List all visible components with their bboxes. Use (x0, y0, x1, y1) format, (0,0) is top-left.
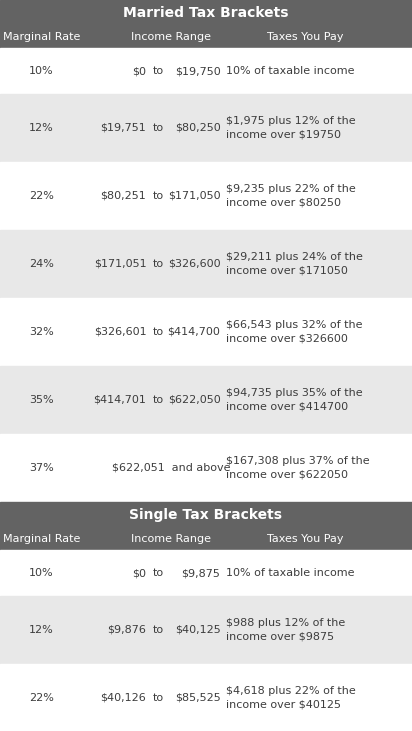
Text: $85,525: $85,525 (175, 693, 220, 703)
Text: to: to (153, 693, 164, 703)
Text: Marginal Rate: Marginal Rate (2, 32, 80, 42)
Bar (0, 366, 412, 434)
Text: Single Tax Brackets: Single Tax Brackets (129, 508, 283, 522)
Bar (0, 48, 412, 94)
Text: $171,050: $171,050 (168, 191, 220, 201)
Bar (0, 528, 412, 550)
Text: to: to (153, 123, 164, 133)
Text: $171,051: $171,051 (94, 259, 146, 269)
Text: Marginal Rate: Marginal Rate (2, 534, 80, 544)
Text: $19,750: $19,750 (175, 66, 220, 76)
Text: $988 plus 12% of the
income over $9875: $988 plus 12% of the income over $9875 (226, 618, 345, 642)
Text: 10% of taxable income: 10% of taxable income (226, 568, 354, 578)
Text: 22%: 22% (29, 191, 54, 201)
Text: $40,126: $40,126 (101, 693, 146, 703)
Bar (0, 230, 412, 298)
Text: 32%: 32% (29, 327, 54, 337)
Text: $326,601: $326,601 (94, 327, 146, 337)
Bar (0, 298, 412, 366)
Bar (0, 550, 412, 596)
Text: $94,735 plus 35% of the
income over $414700: $94,735 plus 35% of the income over $414… (226, 388, 363, 412)
Text: $622,051  and above: $622,051 and above (112, 463, 230, 473)
Text: $414,700: $414,700 (168, 327, 220, 337)
Text: Income Range: Income Range (131, 534, 211, 544)
Bar (0, 0, 412, 26)
Text: 10%: 10% (29, 568, 54, 578)
Text: $1,975 plus 12% of the
income over $19750: $1,975 plus 12% of the income over $1975… (226, 116, 356, 140)
Text: 37%: 37% (29, 463, 54, 473)
Text: 24%: 24% (29, 259, 54, 269)
Text: to: to (153, 259, 164, 269)
Text: $19,751: $19,751 (101, 123, 146, 133)
Text: $167,308 plus 37% of the
income over $622050: $167,308 plus 37% of the income over $62… (226, 456, 370, 480)
Bar (0, 26, 412, 48)
Text: $9,876: $9,876 (108, 625, 146, 635)
Bar (0, 664, 412, 731)
Text: Taxes You Pay: Taxes You Pay (267, 534, 343, 544)
Text: $80,250: $80,250 (175, 123, 220, 133)
Text: $414,701: $414,701 (94, 395, 146, 405)
Text: $9,235 plus 22% of the
income over $80250: $9,235 plus 22% of the income over $8025… (226, 184, 356, 208)
Text: $40,125: $40,125 (175, 625, 220, 635)
Text: 12%: 12% (29, 625, 54, 635)
Text: $66,543 plus 32% of the
income over $326600: $66,543 plus 32% of the income over $326… (226, 320, 362, 344)
Bar (0, 162, 412, 230)
Text: to: to (153, 568, 164, 578)
Bar (0, 94, 412, 162)
Text: $9,875: $9,875 (182, 568, 220, 578)
Text: $622,050: $622,050 (168, 395, 220, 405)
Text: $80,251: $80,251 (101, 191, 146, 201)
Text: Taxes You Pay: Taxes You Pay (267, 32, 343, 42)
Text: 12%: 12% (29, 123, 54, 133)
Text: to: to (153, 191, 164, 201)
Text: $326,600: $326,600 (168, 259, 220, 269)
Text: $29,211 plus 24% of the
income over $171050: $29,211 plus 24% of the income over $171… (226, 252, 363, 276)
Text: $0: $0 (132, 568, 146, 578)
Bar (0, 502, 412, 528)
Bar (0, 596, 412, 664)
Text: 10% of taxable income: 10% of taxable income (226, 66, 354, 76)
Text: to: to (153, 66, 164, 76)
Bar (0, 434, 412, 502)
Text: to: to (153, 327, 164, 337)
Text: Married Tax Brackets: Married Tax Brackets (123, 6, 289, 20)
Text: to: to (153, 625, 164, 635)
Text: Income Range: Income Range (131, 32, 211, 42)
Text: to: to (153, 395, 164, 405)
Text: 35%: 35% (29, 395, 54, 405)
Text: $4,618 plus 22% of the
income over $40125: $4,618 plus 22% of the income over $4012… (226, 686, 356, 710)
Text: 10%: 10% (29, 66, 54, 76)
Text: 22%: 22% (29, 693, 54, 703)
Text: $0: $0 (132, 66, 146, 76)
